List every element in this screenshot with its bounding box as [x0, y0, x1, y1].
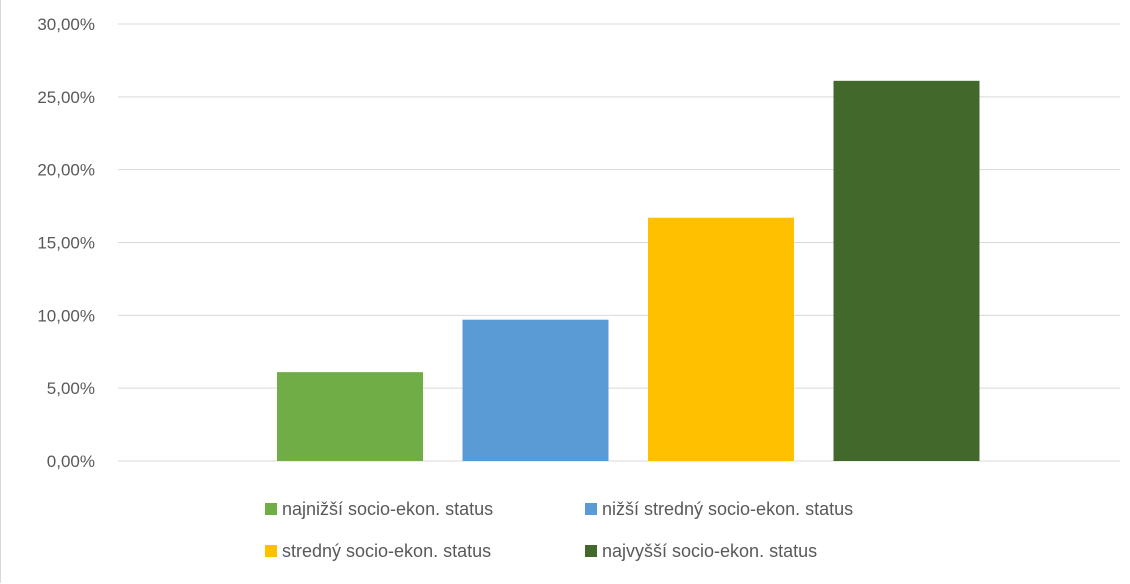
legend-swatch-0: [265, 503, 277, 515]
legend-item-0: najnižší socio-ekon. status: [265, 495, 585, 523]
y-tick-label-2: 10,00%: [37, 306, 95, 325]
legend-swatch-2: [265, 545, 277, 557]
legend-item-1: nižší stredný socio-ekon. status: [585, 495, 965, 523]
y-tick-label-6: 30,00%: [37, 15, 95, 34]
y-tick-label-5: 25,00%: [37, 88, 95, 107]
legend-label-2: stredný socio-ekon. status: [282, 540, 492, 561]
legend-label-1: nižší stredný socio-ekon. status: [602, 498, 854, 519]
bar-2: [648, 217, 794, 461]
bar-1: [462, 319, 609, 461]
legend-swatch-1: [585, 503, 597, 515]
y-axis-tick-labels: 0,00% 5,00% 10,00% 15,00% 20,00% 25,00% 30,00%: [37, 15, 95, 471]
bar-3: [833, 80, 980, 461]
bars: [277, 80, 980, 461]
legend-item-2: stredný socio-ekon. status: [265, 537, 585, 565]
y-tick-label-3: 15,00%: [37, 234, 95, 253]
legend-swatch-3: [585, 545, 597, 557]
y-tick-label-4: 20,00%: [37, 161, 95, 180]
y-tick-label-1: 5,00%: [47, 379, 95, 398]
bar-chart: 0,00% 5,00% 10,00% 15,00% 20,00% 25,00% 30,00%: [37, 15, 1120, 471]
bar-0: [277, 372, 423, 461]
legend-label-0: najnižší socio-ekon. status: [282, 498, 494, 519]
legend: najnižší socio-ekon. status nižší stredn…: [265, 495, 965, 565]
y-tick-label-0: 0,00%: [47, 452, 95, 471]
legend-label-3: najvyšší socio-ekon. status: [602, 540, 818, 561]
legend-item-3: najvyšší socio-ekon. status: [585, 537, 965, 565]
